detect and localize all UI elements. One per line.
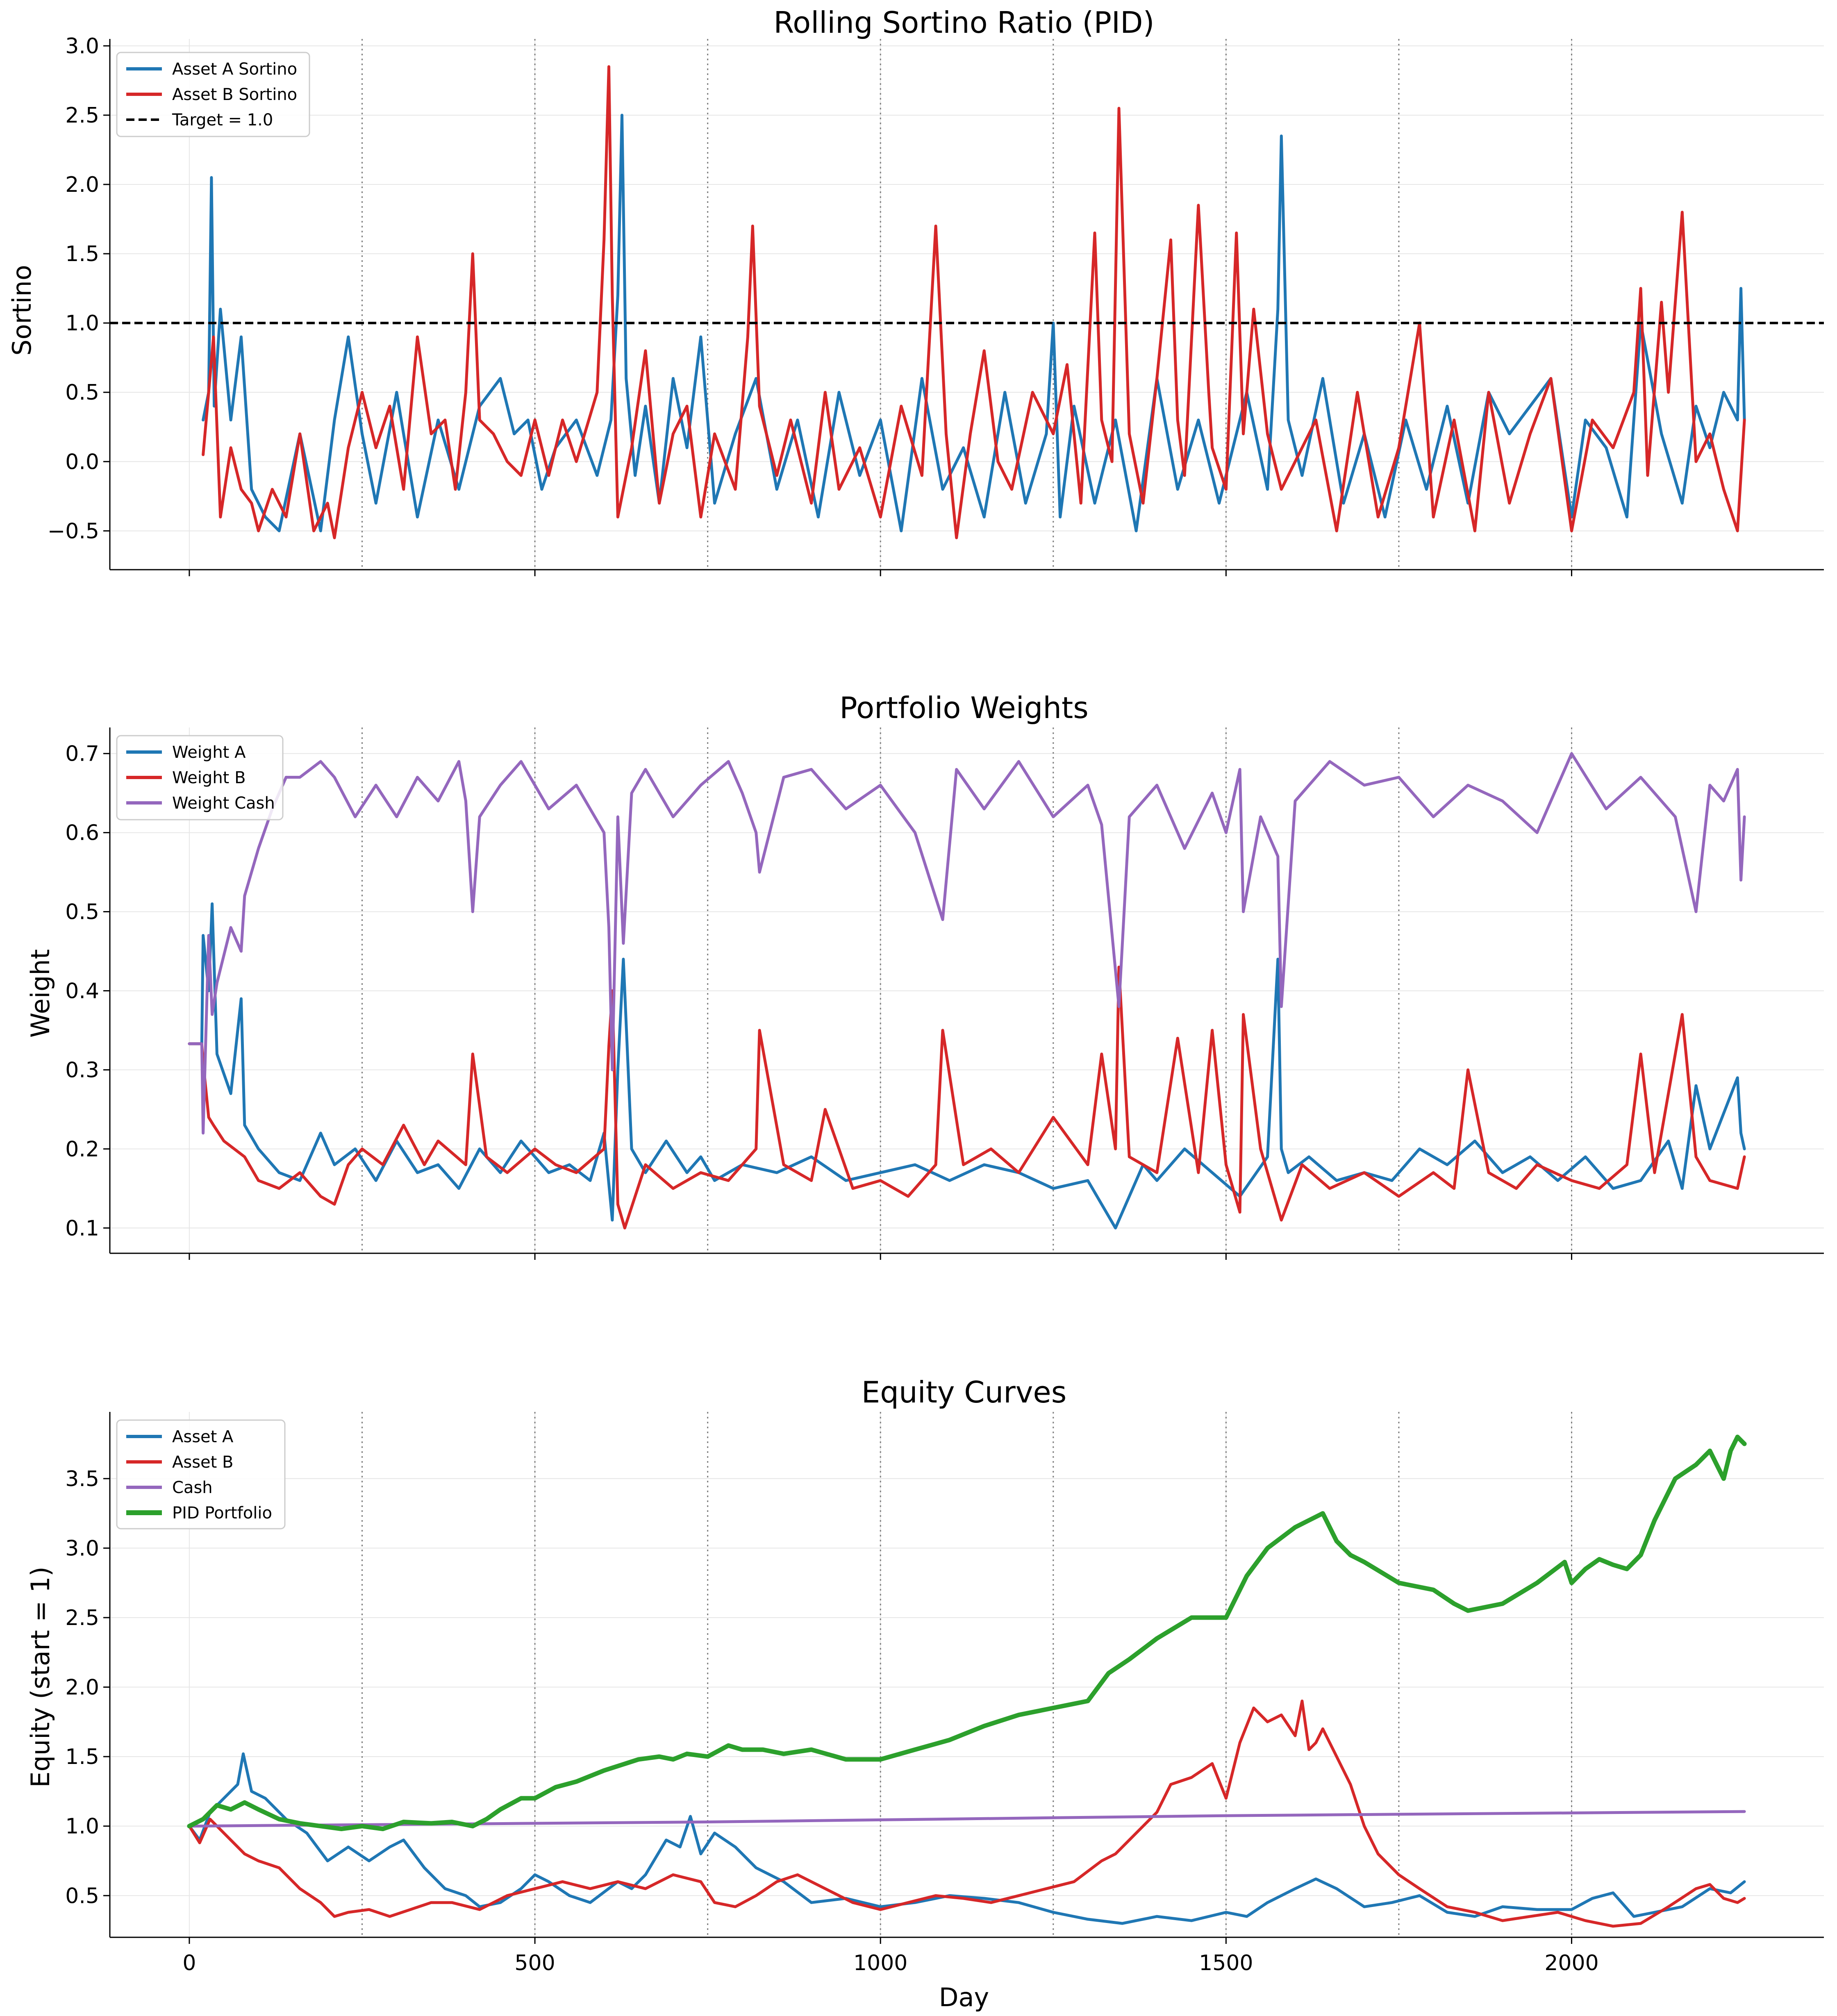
equity-ylabel: Equity (start = 1) bbox=[25, 1566, 55, 1787]
y-tick-label: 0.5 bbox=[65, 900, 99, 925]
sortino-ylabel: Sortino bbox=[7, 265, 37, 356]
weights-title: Portfolio Weights bbox=[839, 691, 1088, 725]
legend-label-target: Target = 1.0 bbox=[172, 111, 273, 130]
y-tick-label: 0.3 bbox=[65, 1058, 99, 1082]
equity-marker-lines bbox=[361, 1412, 1573, 1937]
legend-label-cash: Cash bbox=[172, 1478, 213, 1497]
legend-label-asset-b-sortino: Asset B Sortino bbox=[172, 85, 297, 104]
legend-label-weight-a: Weight A bbox=[172, 743, 246, 762]
series-line-weight-cash bbox=[188, 752, 1746, 1135]
legend-frame bbox=[116, 1419, 286, 1530]
sortino-panel: Rolling Sortino Ratio (PID) Sortino −0.5… bbox=[7, 5, 1824, 576]
x-tick-label: 1000 bbox=[853, 1951, 907, 1975]
equity-yticks: 0.5 1.0 1.5 2.0 2.5 3.0 3.5 bbox=[65, 1467, 110, 1908]
y-tick-label: 1.0 bbox=[65, 1814, 99, 1839]
x-tick-label: 500 bbox=[514, 1951, 555, 1975]
legend-label-asset-a-sortino: Asset A Sortino bbox=[172, 60, 297, 79]
legend-label-asset-a: Asset A bbox=[172, 1427, 234, 1446]
y-tick-label: 3.5 bbox=[65, 1467, 99, 1491]
y-tick-label: 0.4 bbox=[65, 979, 99, 1003]
weights-xticks bbox=[189, 1253, 1573, 1260]
series-line-weight-b bbox=[188, 966, 1746, 1230]
weights-ylabel: Weight bbox=[25, 949, 55, 1038]
equity-axes bbox=[109, 1412, 1824, 1938]
equity-xticks: 0 500 1000 1500 2000 bbox=[182, 1937, 1599, 1975]
y-tick-label: 1.5 bbox=[65, 242, 99, 266]
sortino-axes bbox=[109, 39, 1824, 570]
y-tick-label: −0.5 bbox=[48, 519, 99, 543]
y-tick-label: 0.5 bbox=[65, 1884, 99, 1908]
y-tick-label: 0.5 bbox=[65, 380, 99, 405]
legend-label-asset-b: Asset B bbox=[172, 1453, 234, 1472]
y-tick-label: 0.7 bbox=[65, 742, 99, 766]
y-tick-label: 2.5 bbox=[65, 103, 99, 128]
equity-panel: Equity Curves Equity (start = 1) Day 0.5… bbox=[25, 1375, 1824, 2012]
series-line-asset-b bbox=[188, 1699, 1746, 1928]
sortino-title: Rolling Sortino Ratio (PID) bbox=[773, 5, 1154, 40]
series-line-weight-a bbox=[188, 902, 1746, 1230]
y-tick-label: 2.5 bbox=[65, 1606, 99, 1630]
sortino-legend: Asset A Sortino Asset B Sortino Target =… bbox=[116, 52, 310, 137]
y-tick-label: 2.0 bbox=[65, 1675, 99, 1700]
equity-title: Equity Curves bbox=[862, 1375, 1066, 1409]
series-line-pid-portfolio bbox=[187, 1434, 1747, 1831]
y-tick-label: 3.0 bbox=[65, 34, 99, 59]
equity-xlabel: Day bbox=[939, 1982, 989, 2012]
weights-legend: Weight A Weight B Weight Cash bbox=[116, 735, 284, 820]
legend-label-pid-portfolio: PID Portfolio bbox=[172, 1504, 272, 1523]
equity-legend: Asset A Asset B Cash PID Portfolio bbox=[116, 1419, 286, 1530]
y-tick-label: 0.0 bbox=[65, 450, 99, 474]
legend-label-weight-cash: Weight Cash bbox=[172, 794, 275, 813]
legend-label-weight-b: Weight B bbox=[172, 768, 246, 787]
weights-panel: Portfolio Weights Weight 0.1 0.2 0.3 0.4 0.5… bbox=[25, 691, 1824, 1260]
legend-frame bbox=[116, 52, 310, 137]
x-tick-label: 0 bbox=[182, 1951, 196, 1975]
y-tick-label: 2.0 bbox=[65, 173, 99, 197]
y-tick-label: 3.0 bbox=[65, 1536, 99, 1561]
legend-frame bbox=[116, 735, 284, 820]
weights-yticks: 0.1 0.2 0.3 0.4 0.5 0.6 0.7 bbox=[65, 742, 110, 1241]
sortino-xticks bbox=[189, 570, 1573, 576]
y-tick-label: 1.5 bbox=[65, 1745, 99, 1769]
sortino-yticks: −0.5 0.0 0.5 1.0 1.5 2.0 2.5 3.0 bbox=[48, 34, 110, 543]
series-line-asset-b-sortino bbox=[202, 65, 1746, 539]
y-tick-label: 0.1 bbox=[65, 1216, 99, 1241]
y-tick-label: 1.0 bbox=[65, 311, 99, 336]
x-tick-label: 2000 bbox=[1544, 1951, 1598, 1975]
series-line-asset-a bbox=[188, 1752, 1746, 1925]
y-tick-label: 0.6 bbox=[65, 821, 99, 845]
equity-series bbox=[187, 1434, 1747, 1928]
weights-series bbox=[188, 752, 1746, 1230]
sortino-series bbox=[110, 65, 1824, 539]
y-tick-label: 0.2 bbox=[65, 1137, 99, 1161]
x-tick-label: 1500 bbox=[1199, 1951, 1253, 1975]
